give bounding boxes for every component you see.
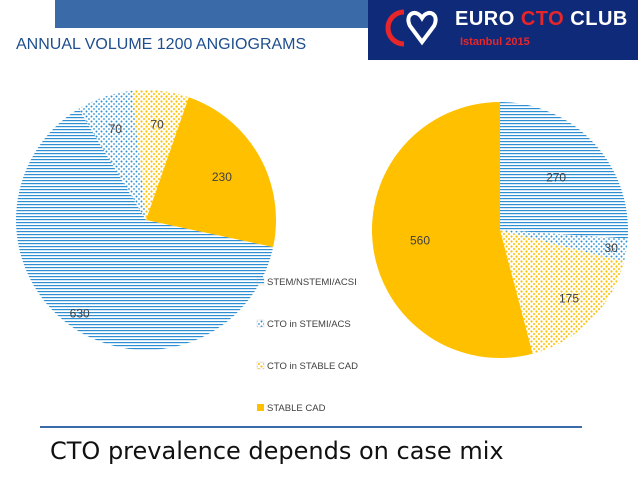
pie-right-data-label: 270 bbox=[546, 171, 566, 185]
legend-swatch-cto-in-stemi-acs bbox=[256, 319, 265, 328]
legend-swatch-stable-cad bbox=[257, 404, 264, 411]
pie-right-data-label: 30 bbox=[605, 241, 619, 255]
legend-label-cto-in-stable-cad: CTO in STABLE CAD bbox=[267, 361, 358, 372]
pie-right-data-label: 175 bbox=[559, 292, 579, 306]
pie-right-slice-stem-nstemi-acsi bbox=[500, 102, 628, 239]
legend-label-stem-nstemi-acsi: STEM/NSTEMI/ACSI bbox=[267, 277, 357, 288]
pie-left-data-label: 630 bbox=[70, 306, 90, 320]
pie-left-data-label: 70 bbox=[150, 117, 164, 131]
logo-title: EURO CTO CLUB bbox=[455, 8, 628, 31]
pie-left-data-label: 70 bbox=[109, 122, 123, 136]
legend-swatch-stem-nstemi-acsi bbox=[256, 277, 265, 286]
pie-right-slice-stable-cad bbox=[371, 102, 533, 358]
pie-chart-left: 630 70 70 230 bbox=[16, 89, 277, 350]
logo-title-euro: EURO bbox=[455, 8, 515, 30]
pie-right-data-label: 560 bbox=[410, 233, 430, 247]
heart-logo-icon bbox=[385, 9, 438, 47]
pie-left-slice-stable-cad bbox=[146, 97, 277, 248]
title-divider bbox=[40, 426, 582, 428]
pie-left-slice-cto-in-stable-cad bbox=[132, 89, 189, 221]
pie-right-slice-cto-in-stemi-acs bbox=[500, 230, 628, 262]
pie-left-slice-stem-nstemi-acsi bbox=[16, 108, 274, 350]
legend-label-cto-in-stemi-acs: CTO in STEMI/ACS bbox=[267, 319, 351, 330]
logo-title-club: CLUB bbox=[570, 8, 628, 30]
pie-chart-right: 270 30 175 560 bbox=[371, 102, 628, 358]
pie-left-data-label: 230 bbox=[212, 170, 232, 184]
pie-right-slice-cto-in-stable-cad bbox=[500, 230, 625, 354]
chart-legend: STEM/NSTEMI/ACSI CTO in STEMI/ACS CTO in S… bbox=[256, 277, 358, 414]
header-accent-bar bbox=[55, 0, 368, 28]
logo-title-cto: CTO bbox=[520, 8, 565, 30]
euro-cto-club-logo: EURO CTO CLUB Istanbul 2015 bbox=[368, 0, 638, 60]
legend-swatch-cto-in-stable-cad bbox=[256, 361, 265, 370]
legend-label-stable-cad: STABLE CAD bbox=[267, 403, 326, 414]
slide-title: CTO prevalence depends on case mix bbox=[50, 437, 504, 465]
page-headline: ANNUAL VOLUME 1200 ANGIOGRAMS bbox=[16, 36, 307, 53]
logo-subtitle: Istanbul 2015 bbox=[460, 36, 530, 48]
pie-left-slice-cto-in-stemi-acs bbox=[78, 90, 146, 221]
